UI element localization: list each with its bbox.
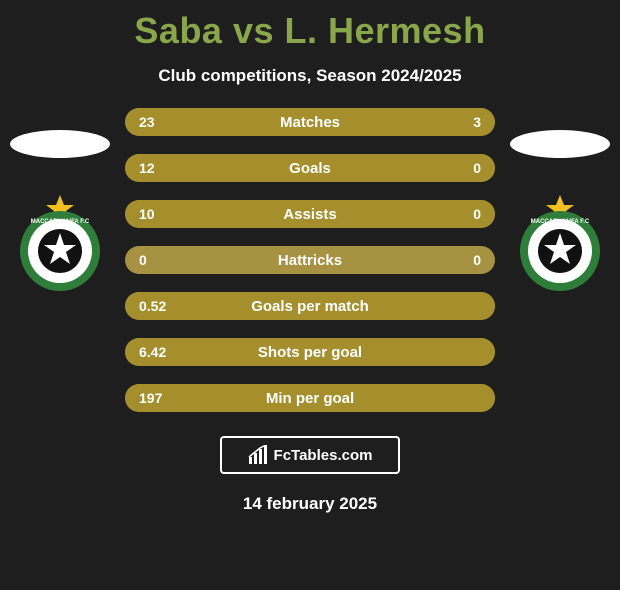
- player-left-column: MACCABI HAIFA F.C: [10, 130, 110, 293]
- stat-row: 233Matches: [125, 108, 495, 136]
- page-title: Saba vs L. Hermesh: [0, 10, 620, 52]
- stat-label: Goals per match: [125, 298, 495, 315]
- stat-row: 197Min per goal: [125, 384, 495, 412]
- stat-row: 00Hattricks: [125, 246, 495, 274]
- stat-label: Goals: [125, 160, 495, 177]
- footer-brand-label: FcTables.com: [274, 447, 373, 464]
- svg-text:MACCABI HAIFA F.C: MACCABI HAIFA F.C: [531, 219, 590, 225]
- svg-text:MACCABI HAIFA F.C: MACCABI HAIFA F.C: [31, 219, 90, 225]
- chart-icon: [248, 445, 268, 465]
- player-right-column: MACCABI HAIFA F.C: [510, 130, 610, 293]
- stat-label: Shots per goal: [125, 344, 495, 361]
- subtitle: Club competitions, Season 2024/2025: [0, 66, 620, 86]
- player-left-silhouette: [10, 130, 110, 158]
- club-badge-icon: MACCABI HAIFA F.C: [510, 193, 610, 293]
- stat-label: Matches: [125, 114, 495, 131]
- player-right-club-badge: MACCABI HAIFA F.C: [510, 193, 610, 293]
- footer-brand[interactable]: FcTables.com: [220, 436, 400, 474]
- club-badge-icon: MACCABI HAIFA F.C: [10, 193, 110, 293]
- stat-row: 100Assists: [125, 200, 495, 228]
- date-label: 14 february 2025: [0, 494, 620, 514]
- stat-label: Hattricks: [125, 252, 495, 269]
- player-left-club-badge: MACCABI HAIFA F.C: [10, 193, 110, 293]
- stat-label: Min per goal: [125, 390, 495, 407]
- stat-row: 6.42Shots per goal: [125, 338, 495, 366]
- stat-row: 0.52Goals per match: [125, 292, 495, 320]
- stat-row: 120Goals: [125, 154, 495, 182]
- stat-label: Assists: [125, 206, 495, 223]
- player-right-silhouette: [510, 130, 610, 158]
